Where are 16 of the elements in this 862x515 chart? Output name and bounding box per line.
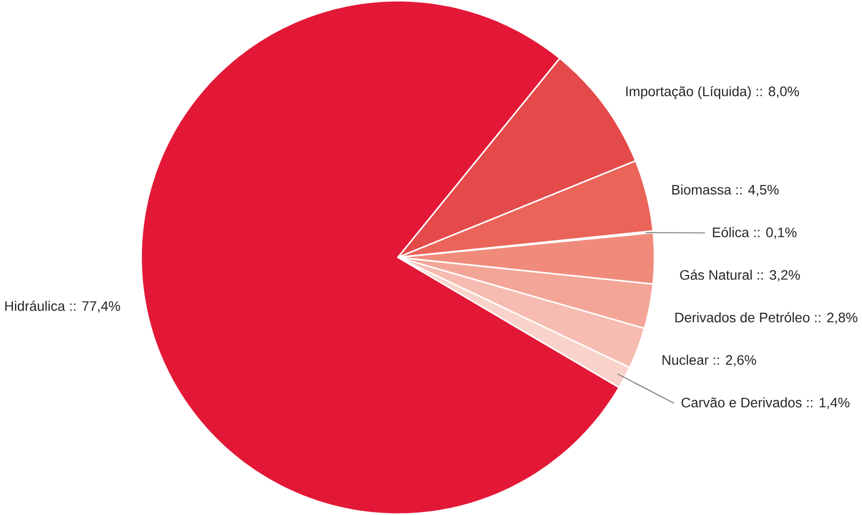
data-label: :: 4,5% (736, 185, 779, 196)
data-label: :: 2,6% (714, 355, 756, 367)
data-label: :: 3,2% (758, 270, 800, 282)
slice-label: Derivados de Petróleo (675, 312, 810, 322)
data-label: :: 0,1% (754, 228, 796, 239)
data-label: :: 8,0% (756, 86, 799, 98)
slice-label: Eólica (712, 227, 750, 238)
slice-label: Hidráulica (5, 300, 66, 311)
data-label: :: 2,8% (815, 312, 858, 324)
data-label: :: 1,4% (807, 398, 850, 410)
data-label: :: 77,4% (70, 301, 120, 313)
slice-label: Nuclear (662, 354, 708, 365)
slice-label: Importação (Líquida) (626, 86, 751, 100)
slice-label: Gás Natural (680, 270, 752, 280)
slice-label: Biomassa (672, 184, 732, 195)
slice-label: Carvão e Derivados (682, 397, 802, 408)
